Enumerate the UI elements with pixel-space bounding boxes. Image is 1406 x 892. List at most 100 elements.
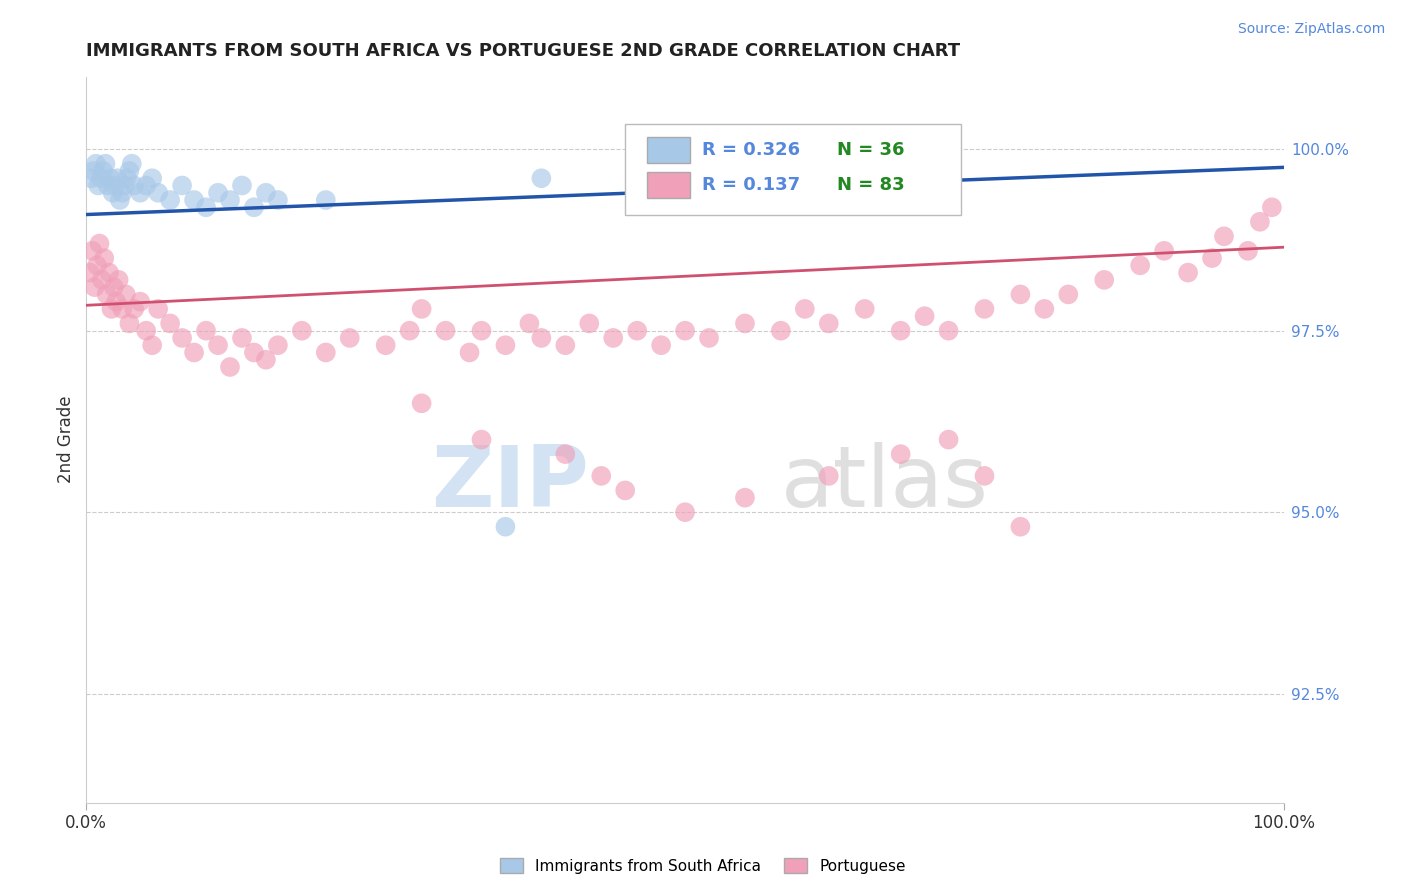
Point bbox=[141, 338, 163, 352]
Point bbox=[315, 345, 337, 359]
Point bbox=[734, 317, 756, 331]
Text: atlas: atlas bbox=[780, 442, 988, 524]
Point bbox=[938, 324, 960, 338]
Point bbox=[411, 301, 433, 316]
Point bbox=[183, 193, 205, 207]
Point bbox=[231, 178, 253, 193]
Point bbox=[111, 186, 134, 200]
Point bbox=[530, 171, 553, 186]
Point bbox=[938, 433, 960, 447]
Point bbox=[398, 324, 420, 338]
Point bbox=[434, 324, 457, 338]
Point bbox=[1237, 244, 1260, 258]
Point bbox=[673, 324, 696, 338]
Point bbox=[1249, 215, 1271, 229]
Point bbox=[129, 294, 152, 309]
Point bbox=[519, 317, 541, 331]
Point bbox=[121, 157, 143, 171]
Point bbox=[87, 178, 110, 193]
Point bbox=[494, 338, 516, 352]
Point bbox=[554, 447, 576, 461]
Point bbox=[89, 236, 111, 251]
Point bbox=[243, 200, 266, 214]
Point bbox=[107, 273, 129, 287]
Point bbox=[673, 505, 696, 519]
Point bbox=[114, 178, 136, 193]
Point bbox=[1129, 258, 1152, 272]
Point bbox=[98, 266, 121, 280]
Point bbox=[1213, 229, 1236, 244]
Point bbox=[195, 324, 218, 338]
Point bbox=[1177, 266, 1199, 280]
Point bbox=[97, 178, 120, 193]
Point bbox=[494, 519, 516, 533]
Point bbox=[973, 469, 995, 483]
Point bbox=[1092, 273, 1115, 287]
Point bbox=[90, 273, 112, 287]
Point bbox=[183, 345, 205, 359]
Point bbox=[817, 317, 839, 331]
Point bbox=[853, 301, 876, 316]
Point bbox=[80, 171, 103, 186]
Point bbox=[254, 186, 277, 200]
Point bbox=[602, 331, 624, 345]
Point bbox=[159, 193, 181, 207]
Text: N = 83: N = 83 bbox=[837, 177, 905, 194]
Point bbox=[650, 338, 672, 352]
Point bbox=[458, 345, 481, 359]
Point bbox=[107, 171, 129, 186]
Text: ZIP: ZIP bbox=[432, 442, 589, 524]
Text: N = 36: N = 36 bbox=[837, 141, 904, 159]
Point bbox=[79, 266, 101, 280]
Point bbox=[530, 331, 553, 345]
Point bbox=[101, 186, 124, 200]
Point bbox=[100, 301, 122, 316]
FancyBboxPatch shape bbox=[647, 172, 690, 199]
Point bbox=[411, 396, 433, 410]
Point bbox=[195, 200, 218, 214]
Point bbox=[94, 157, 117, 171]
Point bbox=[578, 317, 600, 331]
Point bbox=[135, 324, 157, 338]
Point bbox=[146, 186, 169, 200]
Point bbox=[93, 251, 115, 265]
Point bbox=[115, 171, 138, 186]
Point bbox=[267, 338, 290, 352]
Point bbox=[315, 193, 337, 207]
Point bbox=[374, 338, 396, 352]
Point bbox=[207, 186, 229, 200]
Point bbox=[890, 447, 912, 461]
Point bbox=[1153, 244, 1175, 258]
Point bbox=[890, 324, 912, 338]
Point bbox=[141, 171, 163, 186]
FancyBboxPatch shape bbox=[647, 136, 690, 163]
Point bbox=[734, 491, 756, 505]
Point bbox=[82, 164, 104, 178]
Point bbox=[697, 331, 720, 345]
Point bbox=[98, 171, 121, 186]
Point bbox=[219, 359, 242, 374]
Point bbox=[254, 352, 277, 367]
Point bbox=[83, 280, 105, 294]
FancyBboxPatch shape bbox=[626, 124, 960, 215]
Point bbox=[105, 294, 128, 309]
Point bbox=[243, 345, 266, 359]
Point bbox=[172, 178, 194, 193]
Y-axis label: 2nd Grade: 2nd Grade bbox=[58, 396, 75, 483]
Point bbox=[793, 301, 815, 316]
Point bbox=[626, 324, 648, 338]
Point bbox=[111, 301, 134, 316]
Point bbox=[1010, 519, 1032, 533]
Point bbox=[135, 178, 157, 193]
Point bbox=[91, 164, 114, 178]
Point bbox=[1010, 287, 1032, 301]
Point bbox=[554, 338, 576, 352]
Point bbox=[914, 309, 936, 323]
Text: Source: ZipAtlas.com: Source: ZipAtlas.com bbox=[1237, 22, 1385, 37]
Point bbox=[219, 193, 242, 207]
Text: R = 0.137: R = 0.137 bbox=[702, 177, 800, 194]
Text: R = 0.326: R = 0.326 bbox=[702, 141, 800, 159]
Point bbox=[118, 164, 141, 178]
Text: IMMIGRANTS FROM SOUTH AFRICA VS PORTUGUESE 2ND GRADE CORRELATION CHART: IMMIGRANTS FROM SOUTH AFRICA VS PORTUGUE… bbox=[86, 42, 960, 60]
Point bbox=[122, 178, 145, 193]
